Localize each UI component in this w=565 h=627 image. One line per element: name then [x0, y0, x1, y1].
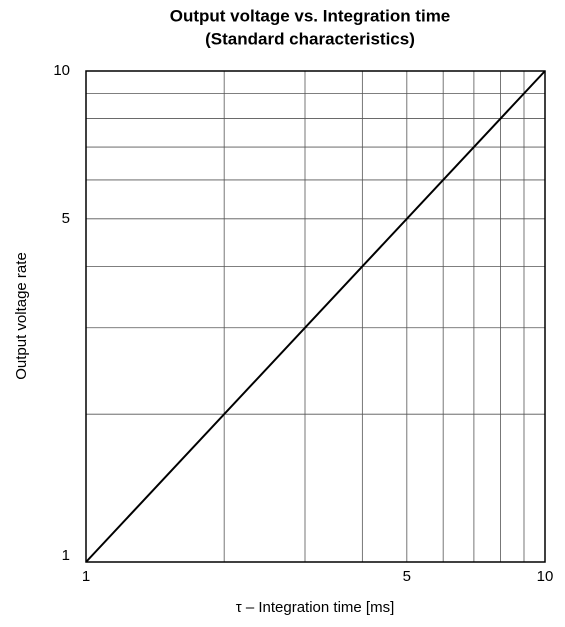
x-tick-label: 10: [537, 568, 554, 585]
x-axis-label: τ – Integration time [ms]: [236, 599, 395, 616]
y-tick-label: 1: [62, 547, 70, 564]
x-tick-label: 1: [82, 568, 90, 585]
y-tick-label: 10: [53, 62, 70, 79]
plot-frame: [85, 70, 546, 563]
data-line: [85, 70, 546, 563]
chart-title: Output voltage vs. Integration time: [170, 6, 451, 25]
x-tick-label: 5: [403, 568, 411, 585]
y-tick-label: 5: [62, 210, 70, 227]
y-axis-label: Output voltage rate: [13, 252, 30, 380]
chart-subtitle: (Standard characteristics): [205, 29, 415, 48]
